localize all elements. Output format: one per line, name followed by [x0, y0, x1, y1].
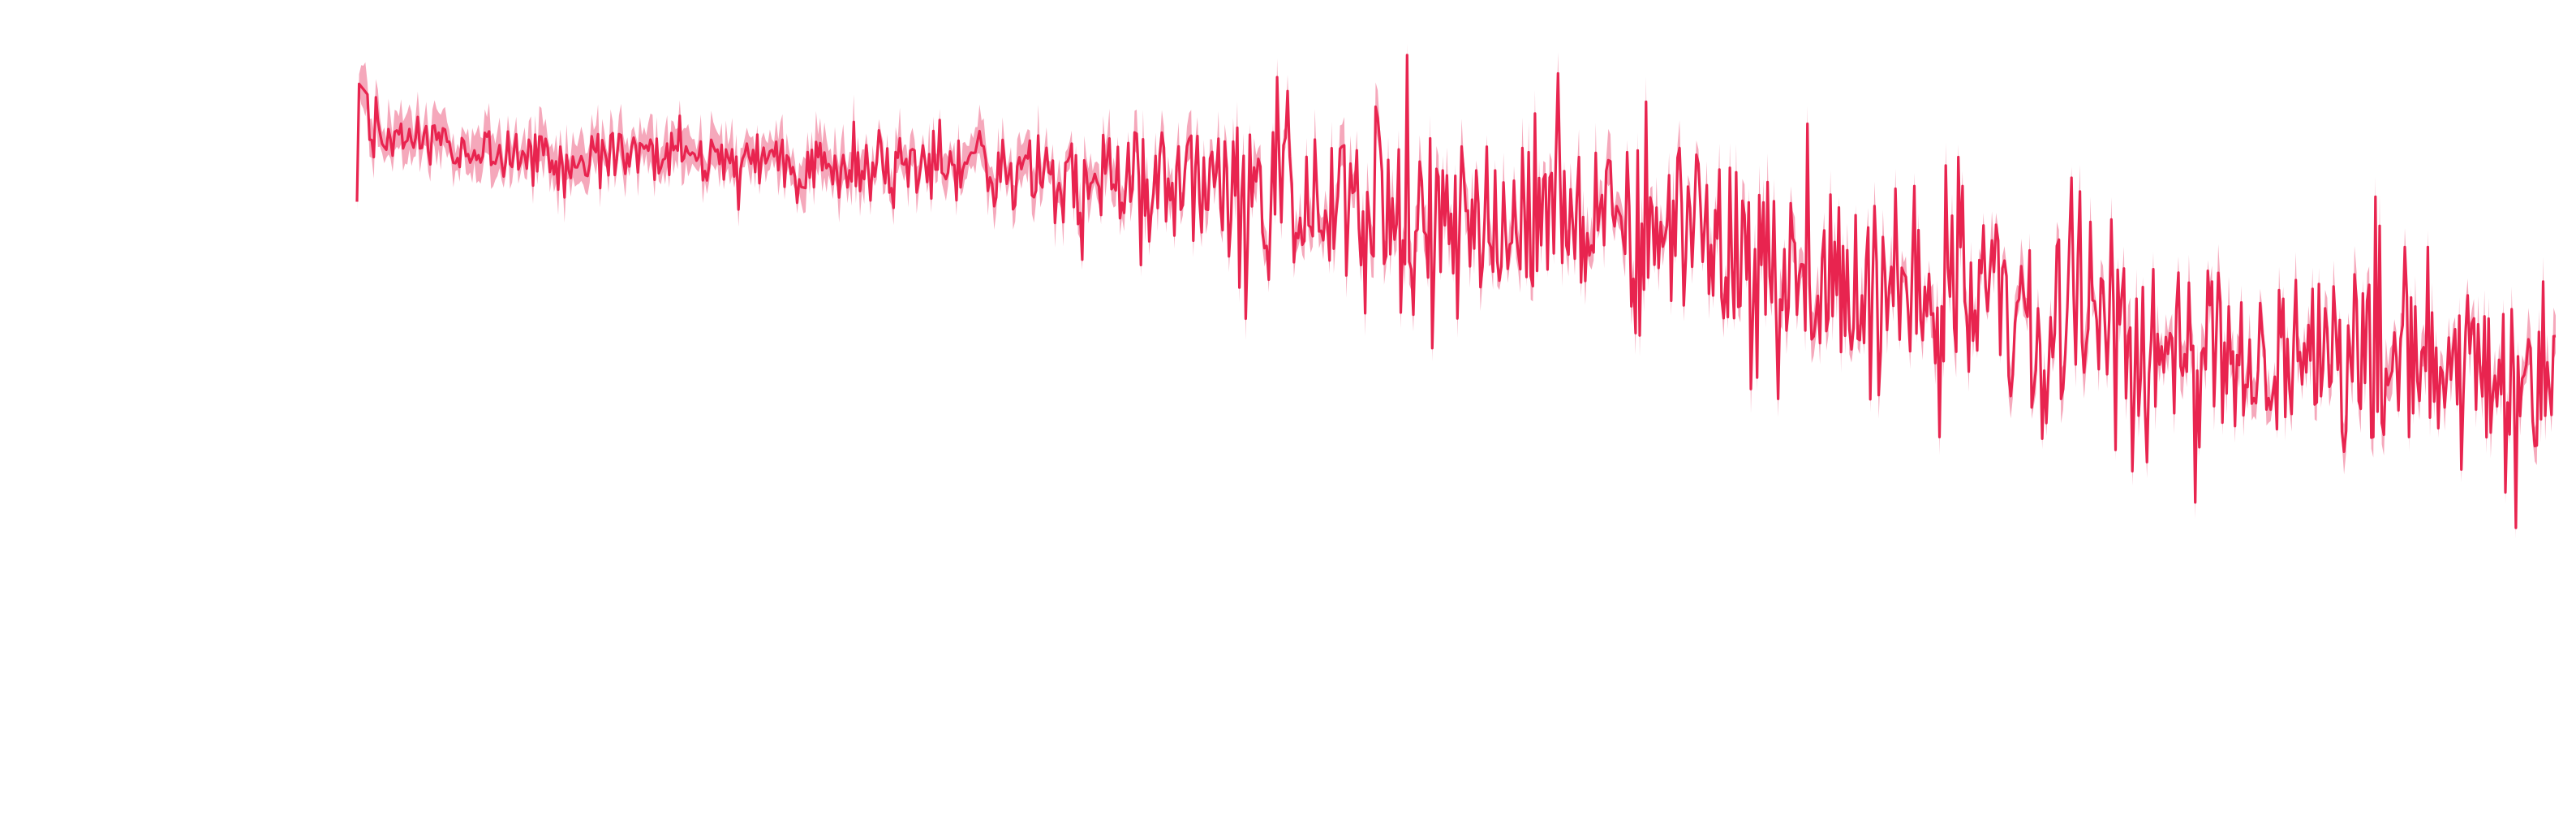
series-line	[355, 54, 2557, 529]
series-line-layer	[355, 54, 2557, 529]
